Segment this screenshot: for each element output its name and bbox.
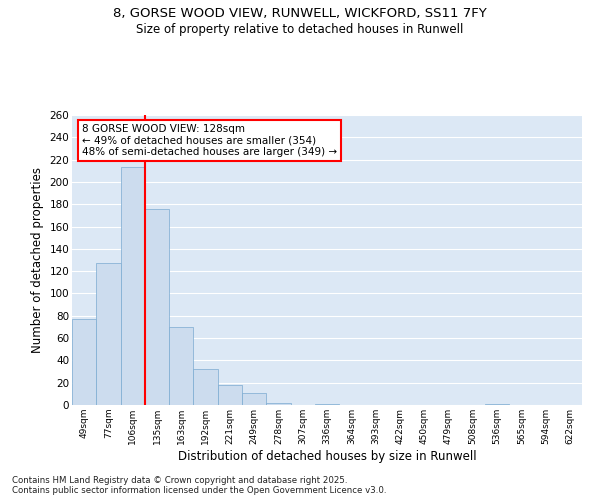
Bar	[169, 327, 193, 405]
Y-axis label: Number of detached properties: Number of detached properties	[31, 167, 44, 353]
Text: Size of property relative to detached houses in Runwell: Size of property relative to detached ho…	[136, 22, 464, 36]
Bar	[193, 370, 218, 405]
Bar	[72, 319, 96, 405]
Bar	[315, 404, 339, 405]
Bar	[121, 168, 145, 405]
Bar	[266, 403, 290, 405]
Bar	[485, 404, 509, 405]
Bar	[145, 208, 169, 405]
X-axis label: Distribution of detached houses by size in Runwell: Distribution of detached houses by size …	[178, 450, 476, 462]
Text: 8 GORSE WOOD VIEW: 128sqm
← 49% of detached houses are smaller (354)
48% of semi: 8 GORSE WOOD VIEW: 128sqm ← 49% of detac…	[82, 124, 337, 157]
Text: 8, GORSE WOOD VIEW, RUNWELL, WICKFORD, SS11 7FY: 8, GORSE WOOD VIEW, RUNWELL, WICKFORD, S…	[113, 8, 487, 20]
Bar	[218, 385, 242, 405]
Bar	[242, 392, 266, 405]
Bar	[96, 264, 121, 405]
Text: Contains HM Land Registry data © Crown copyright and database right 2025.
Contai: Contains HM Land Registry data © Crown c…	[12, 476, 386, 495]
